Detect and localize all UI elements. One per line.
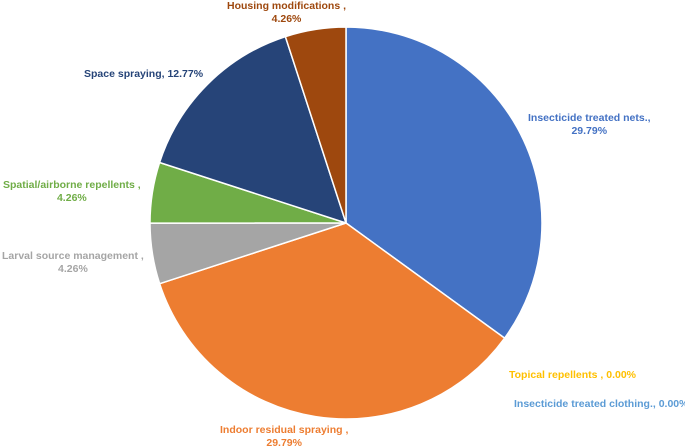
label-line1: Housing modifications , [227, 0, 347, 12]
label-line1: Spatial/airborne repellents , [3, 179, 141, 191]
label-spatial-airborne-repellents: Spatial/airborne repellents , 4.26% [3, 179, 141, 205]
pie-slice-space-spraying [158, 35, 348, 225]
label-insecticide-treated-clothing: Insecticide treated clothing., 0.00% [514, 398, 685, 411]
label-line2: 4.26% [271, 13, 302, 25]
label-line2: 29.79% [571, 125, 608, 137]
label-line1: Insecticide treated nets., [528, 112, 651, 124]
pie-slice-insecticide-treated-nets [345, 26, 543, 340]
label-line1: Larval source management , [2, 250, 144, 262]
label-line1: Space spraying, 12.77% [84, 68, 204, 80]
label-line1: Indoor residual spraying , [220, 424, 349, 436]
label-line1: Insecticide treated clothing., 0.00% [514, 398, 685, 410]
label-line2: 29.79% [266, 437, 302, 448]
label-line2: 4.26% [58, 263, 88, 275]
label-insecticide-treated-nets: Insecticide treated nets., 29.79% [528, 112, 651, 138]
label-housing-modifications: Housing modifications , 4.26% [227, 0, 346, 26]
label-space-spraying: Space spraying, 12.77% [84, 68, 203, 81]
label-line1: Topical repellents , 0.00% [509, 369, 637, 381]
pie-slice-indoor-residual-spraying [158, 222, 506, 420]
label-indoor-residual-spraying: Indoor residual spraying , 29.79% [220, 424, 348, 448]
pie-slice-housing-modifications [284, 26, 347, 224]
label-larval-source-management: Larval source management , 4.26% [2, 250, 144, 276]
label-line2: 4.26% [56, 192, 87, 204]
label-topical-repellents: Topical repellents , 0.00% [509, 369, 636, 382]
